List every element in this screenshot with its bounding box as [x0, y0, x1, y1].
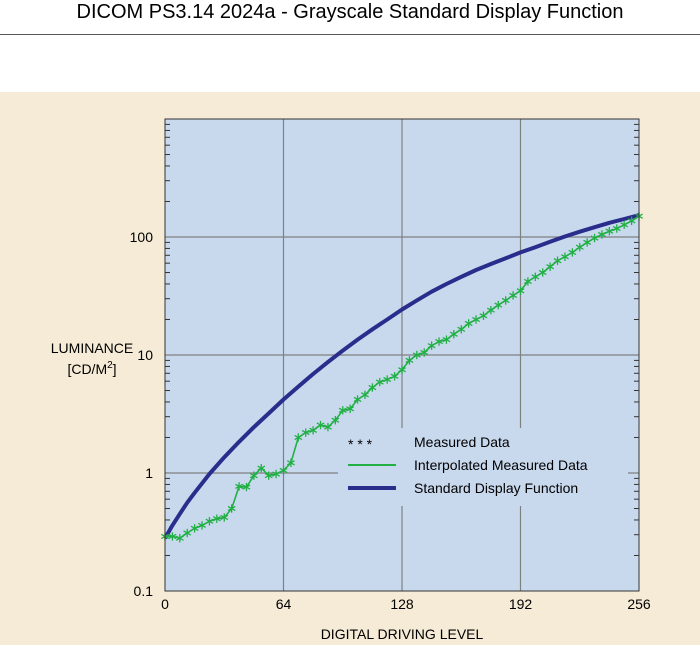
figure-panel: * * * Measured Data Interpolated Measure…	[0, 92, 700, 645]
legend-sdf-label: Standard Display Function	[414, 480, 578, 496]
measured-data-point	[590, 233, 599, 243]
series-layer	[161, 212, 643, 543]
measured-data-point	[235, 482, 244, 491]
measured-data-point	[398, 365, 406, 374]
measured-data-point	[338, 406, 347, 415]
series-measured-data-points	[161, 212, 643, 543]
measured-data-point	[568, 248, 577, 257]
measured-data-point	[405, 356, 414, 365]
measured-data-point	[598, 230, 606, 239]
measured-data-point	[264, 471, 273, 480]
measured-data-point	[516, 286, 525, 295]
measured-data-point	[472, 315, 481, 324]
measured-data-point	[442, 335, 451, 344]
y-axis-label-line1: LUMINANCE	[51, 340, 133, 356]
measured-data-point	[449, 330, 458, 339]
legend-background	[338, 428, 628, 506]
legend-interpolated-label: Interpolated Measured Data	[414, 457, 588, 473]
measured-data-point	[620, 220, 629, 229]
y-tick-labels: 0.1 1 10 100	[130, 229, 154, 599]
measured-data-point	[560, 252, 569, 261]
measured-data-point	[627, 216, 636, 226]
measured-data-point	[242, 482, 251, 492]
y-tick-label-0.1: 0.1	[134, 583, 154, 599]
measured-data-point	[175, 534, 184, 543]
series-standard-display-function	[163, 213, 640, 540]
measured-data-point	[346, 404, 355, 413]
measured-data-point	[538, 268, 547, 277]
legend: * * * Measured Data Interpolated Measure…	[338, 428, 628, 506]
measured-data-point	[361, 390, 369, 399]
measured-data-point	[383, 375, 392, 384]
measured-data-point	[272, 469, 281, 479]
measured-data-point	[323, 422, 332, 432]
measured-data-point	[464, 319, 473, 328]
legend-measured-label: Measured Data	[414, 434, 510, 450]
gsdf-chart: * * * Measured Data Interpolated Measure…	[51, 118, 651, 642]
measured-data-point	[479, 311, 488, 320]
measured-data-point	[427, 341, 436, 350]
y-tick-label-1: 1	[145, 465, 153, 481]
page-header-title: DICOM PS3.14 2024a - Grayscale Standard …	[76, 1, 624, 23]
measured-data-point	[198, 521, 206, 530]
measured-data-point	[494, 300, 503, 310]
x-tick-label-64: 64	[276, 596, 292, 612]
x-tick-label-192: 192	[509, 596, 533, 612]
measured-data-point	[605, 226, 614, 236]
measured-data-point	[509, 291, 518, 300]
measured-data-point	[390, 372, 399, 381]
measured-data-point	[212, 514, 221, 523]
measured-data-point	[435, 337, 443, 346]
measured-data-point	[420, 348, 429, 357]
measured-data-point	[294, 433, 303, 442]
measured-data-point	[531, 272, 540, 281]
x-tick-label-128: 128	[390, 596, 414, 612]
measured-data-point	[190, 524, 199, 533]
measured-data-point	[486, 305, 495, 315]
measured-data-point	[205, 517, 214, 526]
x-tick-labels: 0 64 128 192 256	[161, 596, 651, 612]
measured-data-point	[368, 383, 377, 392]
measured-data-point	[375, 377, 384, 387]
measured-data-point	[286, 458, 295, 468]
measured-data-point	[457, 325, 466, 334]
measured-data-point	[353, 395, 362, 404]
y-axis-label-close: ]	[113, 361, 117, 377]
measured-data-point	[227, 504, 236, 513]
measured-data-point	[575, 242, 584, 252]
y-axis-label-superscript: 2	[107, 360, 113, 371]
measured-data-point	[412, 350, 421, 360]
x-tick-label-256: 256	[627, 596, 651, 612]
measured-data-point	[249, 471, 258, 480]
measured-data-point	[523, 277, 532, 286]
measured-data-point	[546, 262, 555, 271]
measured-data-point	[612, 224, 621, 233]
measured-data-point	[183, 528, 192, 538]
legend-measured-symbol: * * *	[348, 436, 373, 452]
x-axis-label: DIGITAL DRIVING LEVEL	[321, 626, 484, 642]
x-tick-label-0: 0	[161, 596, 169, 612]
measured-data-point	[168, 532, 177, 541]
measured-data-point	[316, 420, 325, 430]
y-tick-label-10: 10	[137, 347, 153, 363]
measured-data-point	[257, 463, 266, 473]
y-axis-label-line2: [CD/M2]	[67, 360, 116, 377]
measured-data-point	[279, 466, 288, 475]
plot-frame	[164, 118, 640, 592]
measured-data-point	[331, 416, 340, 425]
measured-data-point	[309, 426, 318, 435]
y-axis-label-unit: [CD/M	[67, 361, 107, 377]
y-tick-label-100: 100	[130, 229, 154, 245]
measured-data-point	[220, 513, 229, 522]
page-header: DICOM PS3.14 2024a - Grayscale Standard …	[0, 0, 700, 35]
measured-data-point	[501, 296, 510, 305]
measured-data-point	[583, 238, 592, 247]
measured-data-point	[553, 256, 562, 265]
measured-data-point	[301, 428, 310, 437]
